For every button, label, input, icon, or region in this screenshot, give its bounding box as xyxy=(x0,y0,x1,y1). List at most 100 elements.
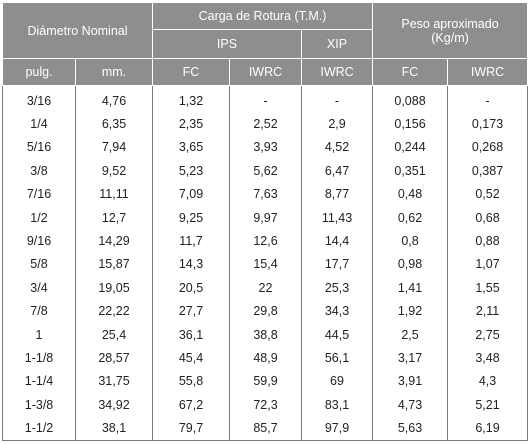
table-row: 1-3/8 34,92 67,2 72,3 83,1 4,73 5,21 xyxy=(2,393,529,417)
header-carga-rotura: Carga de Rotura (T.M.) xyxy=(151,2,374,30)
table-cell: 4,52 xyxy=(300,135,374,160)
table-cell: 5,23 xyxy=(152,159,230,183)
table-cell: 2,5 xyxy=(372,322,449,347)
table-cell: 2,35 xyxy=(152,112,230,136)
table-cell: 44,5 xyxy=(300,322,374,347)
table-cell: 11,11 xyxy=(75,182,153,206)
table-row: 7/8 22,22 27,7 29,8 34,3 1,92 2,11 xyxy=(2,299,529,323)
table-body: 3/16 4,76 1,32- -0,088-1/4 6,35 2,35 2,52 2,9 0,… xyxy=(2,85,529,441)
header-diametro-nominal: Diámetro Nominal xyxy=(2,2,153,59)
table-cell: 1,55 xyxy=(447,276,529,300)
table-cell: 19,05 xyxy=(75,276,153,300)
table-cell: 3,65 xyxy=(152,135,230,160)
table-cell: 11,7 xyxy=(152,229,230,253)
table-cell: 0,156 xyxy=(372,112,449,136)
table-cell: 8,77 xyxy=(300,182,374,206)
table-cell: 34,92 xyxy=(75,393,153,417)
table-cell: 1,32 xyxy=(152,85,230,113)
table-cell: 28,57 xyxy=(75,346,153,370)
table-cell: 0,98 xyxy=(372,252,449,277)
table-cell: 2,52 xyxy=(229,112,302,136)
table-cell: 85,7 xyxy=(229,416,302,441)
table-row: 3/16 4,76 1,32- -0,088- xyxy=(2,85,529,113)
table-cell: 6,35 xyxy=(75,112,153,136)
table-row: 1-1/8 28,57 45,4 48,9 56,1 3,17 3,48 xyxy=(2,346,529,370)
column-header: IWRC xyxy=(229,58,302,86)
table-cell: 0,387 xyxy=(447,159,529,183)
table-row: 3/8 9,52 5,23 5,62 6,47 0,351 0,387 xyxy=(2,159,529,183)
table-cell: 25,4 xyxy=(75,322,153,347)
table-cell: 69 xyxy=(300,369,374,394)
table-cell: 0,244 xyxy=(372,135,449,160)
table-cell: 6,47 xyxy=(300,159,374,183)
table-cell: 9/16 xyxy=(2,229,76,253)
table-cell: 5,62 xyxy=(229,159,302,183)
column-header: IWRC xyxy=(447,58,529,86)
table-cell: 1/4 xyxy=(2,112,76,136)
table-cell: 38,1 xyxy=(75,416,153,441)
header-peso-aproximado: Peso aproximado (Kg/m) xyxy=(372,2,529,59)
table-cell: 5,21 xyxy=(447,393,529,417)
table-cell: 2,11 xyxy=(447,299,529,323)
table-cell: 4,76 xyxy=(75,85,153,113)
table-cell: 9,25 xyxy=(152,205,230,230)
table-cell: 5/8 xyxy=(2,252,76,277)
table-cell: 3,93 xyxy=(229,135,302,160)
table-cell: 20,5 xyxy=(152,276,230,300)
table-row: 7/16 11,11 7,09 7,63 8,77 0,48 0,52 xyxy=(2,182,529,206)
table-row: 5/8 15,87 14,3 15,4 17,7 0,98 1,07 xyxy=(2,252,529,277)
table-cell: 2,9 xyxy=(300,112,374,136)
table-cell: 7,63 xyxy=(229,182,302,206)
table-cell: 31,75 xyxy=(75,369,153,394)
table-cell: 55,8 xyxy=(152,369,230,394)
table-cell: 4,73 xyxy=(372,393,449,417)
table-cell: 0,351 xyxy=(372,159,449,183)
table-row: 1-1/2 38,1 79,7 85,7 97,9 5,63 6,19 xyxy=(2,416,529,441)
table-cell: 15,4 xyxy=(229,252,302,277)
table-row: 1/4 6,35 2,35 2,52 2,9 0,156 0,173 xyxy=(2,112,529,136)
table-cell: 22,22 xyxy=(75,299,153,323)
table-cell: 1,41 xyxy=(372,276,449,300)
table-cell: 5,63 xyxy=(372,416,449,441)
table-cell: 4,3 xyxy=(447,369,529,394)
table-cell: 34,3 xyxy=(300,299,374,323)
table-cell: 22 xyxy=(229,276,302,300)
header-ips: IPS xyxy=(152,29,302,59)
table-cell: 3,17 xyxy=(372,346,449,370)
table-row: 1-1/4 31,75 55,8 59,9 69 3,91 4,3 xyxy=(2,369,529,394)
table-cell: 12,6 xyxy=(229,229,302,253)
table-cell: 72,3 xyxy=(229,393,302,417)
table-row: 1 25,4 36,1 38,8 44,5 2,5 2,75 xyxy=(2,322,529,347)
table-cell: 17,7 xyxy=(300,252,374,277)
table-cell: 0,52 xyxy=(447,182,529,206)
column-header-row: pulg. mm. FC IWRC IWRC FC IWRC xyxy=(2,58,529,86)
table-cell: 9,52 xyxy=(75,159,153,183)
table-cell: 48,9 xyxy=(229,346,302,370)
table-cell: 67,2 xyxy=(152,393,230,417)
table-cell: 2,75 xyxy=(447,322,529,347)
table-cell: 14,29 xyxy=(75,229,153,253)
header-peso-line2: (Kg/m) xyxy=(431,30,469,45)
table-cell: 15,87 xyxy=(75,252,153,277)
table-cell: 27,7 xyxy=(152,299,230,323)
table-cell: 1-1/4 xyxy=(2,369,76,394)
table-cell: 1 xyxy=(2,322,76,347)
table-cell: 5/16 xyxy=(2,135,76,160)
table-cell: 7,09 xyxy=(152,182,230,206)
table-cell: 14,4 xyxy=(300,229,374,253)
table-cell: - xyxy=(447,85,529,113)
table-cell: 36,1 xyxy=(152,322,230,347)
table-cell: 0,268 xyxy=(447,135,529,160)
table-cell: 83,1 xyxy=(300,393,374,417)
table-cell: 1-1/2 xyxy=(2,416,76,441)
table-cell: 3,91 xyxy=(372,369,449,394)
table-cell: 3/8 xyxy=(2,159,76,183)
table-cell: 11,43 xyxy=(300,205,374,230)
column-header: pulg. xyxy=(2,58,76,86)
table-cell: 1/2 xyxy=(2,205,76,230)
table-cell: 3/4 xyxy=(2,276,76,300)
column-header: IWRC xyxy=(300,58,374,86)
table-cell: 0,8 xyxy=(372,229,449,253)
table-cell: 0,88 xyxy=(447,229,529,253)
